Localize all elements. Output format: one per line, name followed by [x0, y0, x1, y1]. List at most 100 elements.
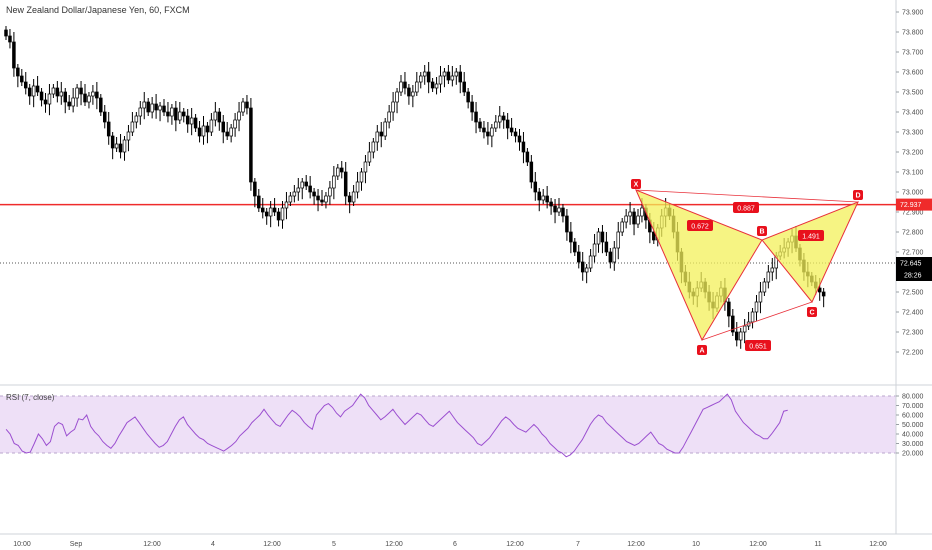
ratio-xd: 0.887: [737, 206, 755, 213]
candle-up: [754, 301, 759, 313]
candle-up: [201, 125, 206, 137]
candle-down: [430, 81, 435, 89]
candle-up: [229, 127, 233, 137]
candle-up: [189, 117, 194, 125]
pattern-triangle-xab: [635, 189, 763, 342]
candle-down: [501, 115, 506, 121]
candle-down: [146, 101, 150, 113]
candle-down: [446, 71, 451, 81]
candle-down: [727, 301, 731, 317]
current-price-tag: 72.645: [900, 261, 922, 268]
rsi-tick-label: 60.000: [902, 413, 924, 420]
candle-up: [395, 91, 399, 103]
time-label: 10:00: [13, 541, 31, 548]
time-label: 10: [692, 541, 700, 548]
candle-down: [272, 207, 277, 213]
candle-up: [588, 255, 593, 269]
candle-down: [545, 195, 549, 203]
price-tick-label: 72.200: [902, 350, 924, 357]
time-label: 12:00: [506, 541, 524, 548]
candle-down: [217, 111, 222, 123]
candle-down: [261, 207, 265, 213]
candle-up: [541, 195, 545, 201]
candle-down: [426, 71, 431, 83]
rsi-tick-label: 70.000: [902, 403, 924, 410]
candle-down: [83, 93, 87, 103]
candle-up: [612, 247, 617, 263]
candle-up: [31, 85, 36, 97]
point-a-label: A: [699, 348, 704, 355]
candle-up: [288, 195, 293, 203]
candle-down: [154, 103, 158, 111]
candle-up: [375, 131, 380, 143]
candle-down: [99, 97, 103, 113]
candle-down: [320, 199, 324, 203]
candle-down: [193, 117, 198, 129]
point-b-bg: [757, 226, 767, 236]
candle-down: [573, 241, 577, 253]
price-tick-label: 72.400: [902, 310, 924, 317]
candle-up: [51, 87, 56, 95]
candle-up: [367, 151, 372, 163]
candle-down: [39, 91, 44, 101]
candle-up: [422, 71, 427, 77]
candle-down: [35, 85, 40, 93]
candle-up: [636, 215, 640, 225]
time-label: 6: [453, 541, 457, 548]
candle-down: [253, 181, 257, 197]
candle-up: [770, 267, 775, 273]
candle-down: [474, 111, 478, 123]
candle-up: [592, 243, 597, 257]
chart-title: New Zealand Dollar/Japanese Yen, 60, FXC…: [6, 5, 190, 15]
candle-up: [91, 91, 95, 97]
price-tick-label: 73.600: [902, 70, 924, 77]
candle-down: [608, 251, 613, 263]
candle-up: [328, 187, 332, 197]
candle-down: [347, 195, 352, 203]
price-tick-label: 73.000: [902, 190, 924, 197]
candle-up: [762, 281, 767, 293]
point-c-bg: [807, 307, 817, 317]
price-tick-label: 73.900: [902, 10, 924, 17]
point-d-label: D: [855, 193, 860, 200]
level-price-tag-bg: [896, 198, 932, 211]
price-tick-label: 73.300: [902, 130, 924, 137]
time-label: 7: [576, 541, 580, 548]
candle-up: [150, 103, 154, 113]
candle-down: [486, 131, 490, 137]
candle-up: [332, 175, 336, 189]
candle-down: [580, 261, 585, 273]
candle-down: [249, 107, 253, 183]
candle-up: [391, 101, 395, 113]
candle-up: [371, 141, 376, 153]
candle-down: [63, 91, 67, 103]
candle-down: [174, 107, 178, 121]
candle-down: [182, 111, 186, 117]
candle-up: [450, 75, 455, 81]
candle-up: [434, 83, 439, 89]
candle-down: [462, 81, 466, 93]
rsi-tick-label: 50.000: [902, 422, 924, 429]
candle-up: [209, 119, 214, 133]
rsi-tick-label: 30.000: [902, 441, 924, 448]
candle-down: [505, 119, 510, 129]
candle-down: [312, 191, 316, 197]
pattern-triangle-bcd: [761, 201, 859, 303]
candle-down: [166, 111, 170, 117]
candle-down: [225, 131, 229, 137]
candle-up: [233, 119, 237, 129]
candle-down: [55, 87, 60, 97]
candle-up: [498, 115, 502, 123]
time-label: 12:00: [627, 541, 645, 548]
candle-down: [4, 29, 8, 37]
ratio-xb-bg: [687, 220, 713, 231]
price-tick-label: 73.800: [902, 30, 924, 37]
ratio-bd: 1.491: [802, 234, 820, 241]
candle-down: [257, 195, 261, 209]
candle-down: [20, 75, 24, 83]
time-label: 12:00: [143, 541, 161, 548]
price-tick-label: 73.200: [902, 150, 924, 157]
time-label: 12:00: [385, 541, 403, 548]
candle-down: [513, 131, 518, 137]
